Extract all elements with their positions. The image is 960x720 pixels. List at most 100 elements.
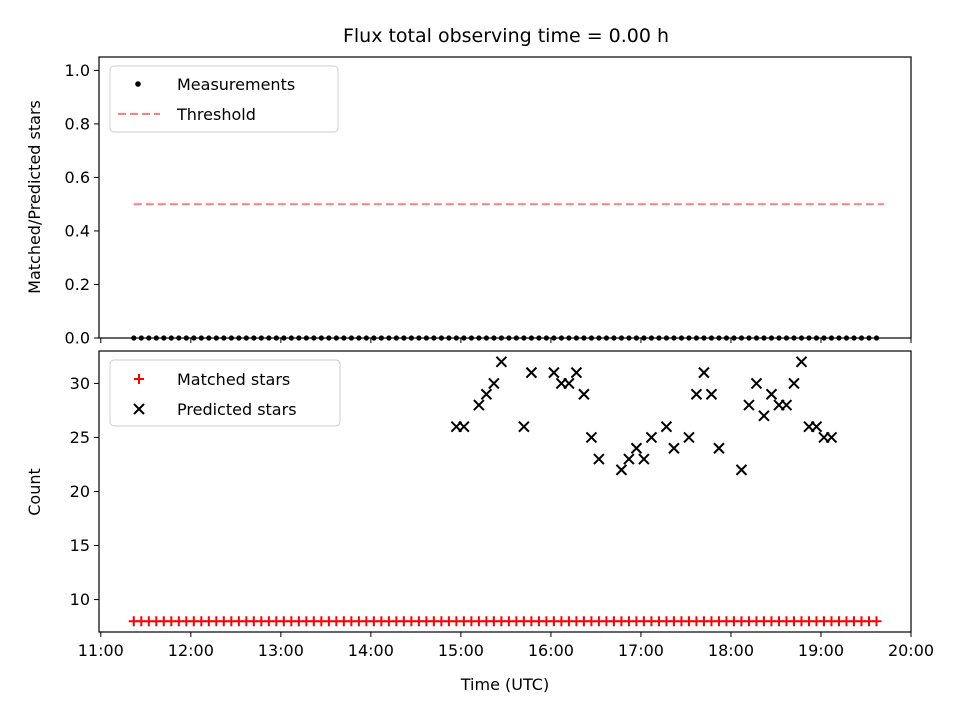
top-ytick-label: 0.2 [65,275,90,294]
measurement-point [363,335,369,341]
measurement-point [416,335,422,341]
predicted-star-point [488,377,500,390]
measurement-point [333,335,339,341]
top-ytick-label: 1.0 [65,61,90,80]
measurement-point [798,335,805,341]
measurement-point [581,335,587,341]
measurement-point [281,335,287,341]
measurement-point [543,335,550,341]
top-ytick-label: 0.6 [65,168,90,187]
measurement-point [633,335,640,341]
measurement-point [768,335,775,341]
predicted-star-point [525,366,538,379]
predicted-star-point [480,388,493,400]
measurement-point [723,335,730,341]
predicted-star-point [705,388,718,400]
measurement-point [708,335,715,341]
measurement-point [221,335,227,341]
measurement-point [461,335,467,341]
measurement-point [236,335,242,341]
legend-predicted-label: Predicted stars [177,400,297,419]
legend-matched-label: Matched stars [177,370,290,389]
measurement-point [228,335,234,341]
measurement-point [866,335,872,341]
measurement-point [153,335,159,341]
measurement-point [371,335,377,341]
measurement-point [393,335,399,341]
measurement-point [528,335,535,341]
predicted-star-point [563,377,575,390]
measurement-point [521,335,527,341]
predicted-star-point [593,453,605,465]
top-panel: Matched/Predicted stars 0.0 0.2 0.4 0.6 0.8 1… [25,56,912,348]
bottom-xtick-label: 18:00 [708,641,754,660]
bottom-xtick-label: 14:00 [348,641,394,660]
predicted-star-point [578,388,590,400]
measurement-point [701,335,707,341]
measurement-point [558,335,565,341]
top-legend-box [109,65,339,133]
predicted-star-point [780,399,793,411]
measurement-point [626,335,632,341]
measurement-point [206,335,212,341]
predicted-stars-layer [450,356,838,476]
predicted-star-point [495,356,508,368]
measurement-point [813,335,820,341]
measurement-point [656,335,662,341]
measurement-point [686,335,692,341]
measurement-point [386,335,392,341]
bottom-xtick-label: 13:00 [258,641,304,660]
measurement-point [303,335,309,341]
bottom-legend: Matched stars Predicted stars [109,359,341,427]
legend-measurements-marker [135,81,141,87]
measurement-point [821,335,827,341]
measurement-point [131,335,137,341]
measurement-point [783,335,790,341]
predicted-star-point [825,431,838,444]
measurement-point [438,335,444,341]
chart-title: Flux total observing time = 0.00 h [343,25,669,47]
predicted-star-point [690,388,703,400]
measurement-point [761,335,767,341]
predicted-star-point [518,420,530,433]
measurement-point [243,335,249,341]
predicted-star-point [638,453,650,465]
measurement-point [716,335,722,341]
measurement-point [468,335,474,341]
predicted-star-point [623,453,635,465]
measurement-point [641,335,647,341]
measurement-point [596,335,602,341]
measurement-point [378,335,384,341]
measurement-point [318,335,324,341]
measurement-point [618,335,625,341]
measurement-point [266,335,272,341]
measurement-point [611,335,617,341]
measurement-point [746,335,752,341]
measurement-point [326,335,332,341]
measurement-point [296,335,302,341]
predicted-star-point [668,442,680,454]
measurement-point [806,335,812,341]
measurement-point [176,335,182,341]
measurement-point [183,335,189,341]
bottom-ylabel: Count [25,468,44,516]
bottom-yticks: 10 15 20 25 30 [70,374,99,609]
bottom-xtick-label: 20:00 [888,641,934,660]
measurement-point [498,335,504,341]
predicted-star-point [683,431,695,444]
measurement-point [146,335,152,341]
measurement-point [213,335,219,341]
measurement-point [446,335,452,341]
predicted-star-point [750,377,763,390]
top-ytick-label: 0.4 [65,221,90,240]
measurement-point [738,335,745,341]
measurement-point [191,335,197,341]
measurement-point [288,335,294,341]
measurement-point [476,335,482,341]
measurement-point [453,335,459,341]
bottom-xtick-label: 11:00 [78,641,124,660]
predicted-star-point [630,442,643,454]
measurement-point [566,335,572,341]
predicted-star-point [615,464,628,476]
